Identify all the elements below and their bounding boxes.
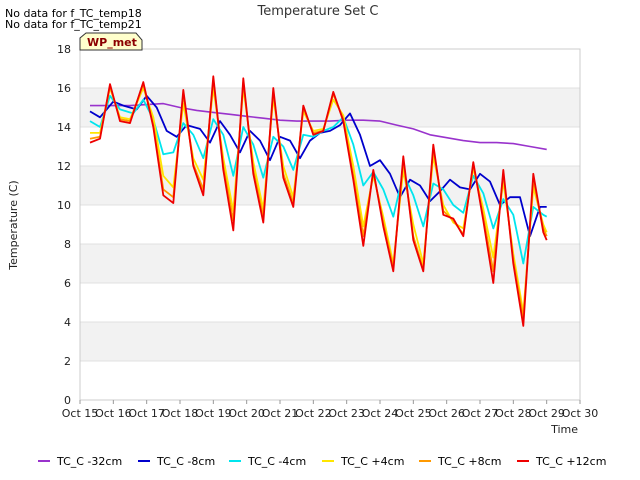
x-tick-label: Oct 19 xyxy=(195,407,232,420)
y-tick-label: 8 xyxy=(64,238,71,251)
y-axis: 0 2 4 6 8 10 12 14 16 18 xyxy=(57,43,71,407)
chart-title: Temperature Set C xyxy=(256,4,378,19)
grid-band xyxy=(80,127,580,166)
legend-label: TC_C +8cm xyxy=(437,455,501,468)
x-tick-label: Oct 16 xyxy=(95,407,132,420)
grid-band xyxy=(80,322,580,361)
grid-band xyxy=(80,244,580,283)
y-tick-label: 6 xyxy=(64,277,71,290)
x-tick-label: Oct 28 xyxy=(495,407,532,420)
y-tick-label: 2 xyxy=(64,355,71,368)
x-tick-label: Oct 18 xyxy=(162,407,199,420)
series-line-0 xyxy=(90,102,547,151)
grid-band xyxy=(80,205,580,244)
y-tick-label: 16 xyxy=(57,82,71,95)
legend-label: TC_C -4cm xyxy=(247,455,306,468)
x-tick-label: Oct 26 xyxy=(428,407,465,420)
y-tick-label: 14 xyxy=(57,121,71,134)
no-data-message-1: No data for f_TC_temp18 xyxy=(5,7,142,20)
legend-label: TC_C +4cm xyxy=(340,455,404,468)
grid-band xyxy=(80,49,580,88)
x-tick-label: Oct 30 xyxy=(562,407,599,420)
no-data-message-2: No data for f_TC_temp21 xyxy=(5,18,142,31)
plot-background xyxy=(80,48,580,401)
x-tick-label: Oct 17 xyxy=(128,407,165,420)
x-tick-label: Oct 20 xyxy=(228,407,265,420)
legend: TC_C -32cm TC_C -8cm TC_C -4cm TC_C +4cm TC_… xyxy=(38,455,606,468)
x-tick-label: Oct 29 xyxy=(528,407,565,420)
x-tick-label: Oct 22 xyxy=(295,407,332,420)
plot-frame xyxy=(79,48,581,401)
y-tick-label: 4 xyxy=(64,316,71,329)
legend-label: TC_C +12cm xyxy=(535,455,606,468)
x-tick-label: Oct 24 xyxy=(362,407,399,420)
x-tick-label: Oct 21 xyxy=(262,407,299,420)
x-tick-label: Oct 15 xyxy=(62,407,99,420)
grid-band xyxy=(80,283,580,322)
series-layer xyxy=(89,75,548,327)
y-axis-label: Temperature (C) xyxy=(7,180,20,270)
y-tick-label: 0 xyxy=(64,394,71,407)
legend-label: TC_C -32cm xyxy=(56,455,122,468)
y-tick-label: 10 xyxy=(57,199,71,212)
badge-label: WP_met xyxy=(87,36,137,49)
x-tick-label: Oct 27 xyxy=(462,407,499,420)
x-tick-label: Oct 25 xyxy=(395,407,432,420)
y-tick-label: 18 xyxy=(57,43,71,56)
x-tick-label: Oct 23 xyxy=(328,407,365,420)
grid-band xyxy=(80,361,580,400)
legend-label: TC_C -8cm xyxy=(156,455,215,468)
series-line-1 xyxy=(89,94,547,238)
y-tick-label: 12 xyxy=(57,160,71,173)
wp-met-badge: WP_met xyxy=(79,32,143,51)
series-line-5 xyxy=(89,75,548,327)
x-axis-label: Time xyxy=(550,423,578,436)
